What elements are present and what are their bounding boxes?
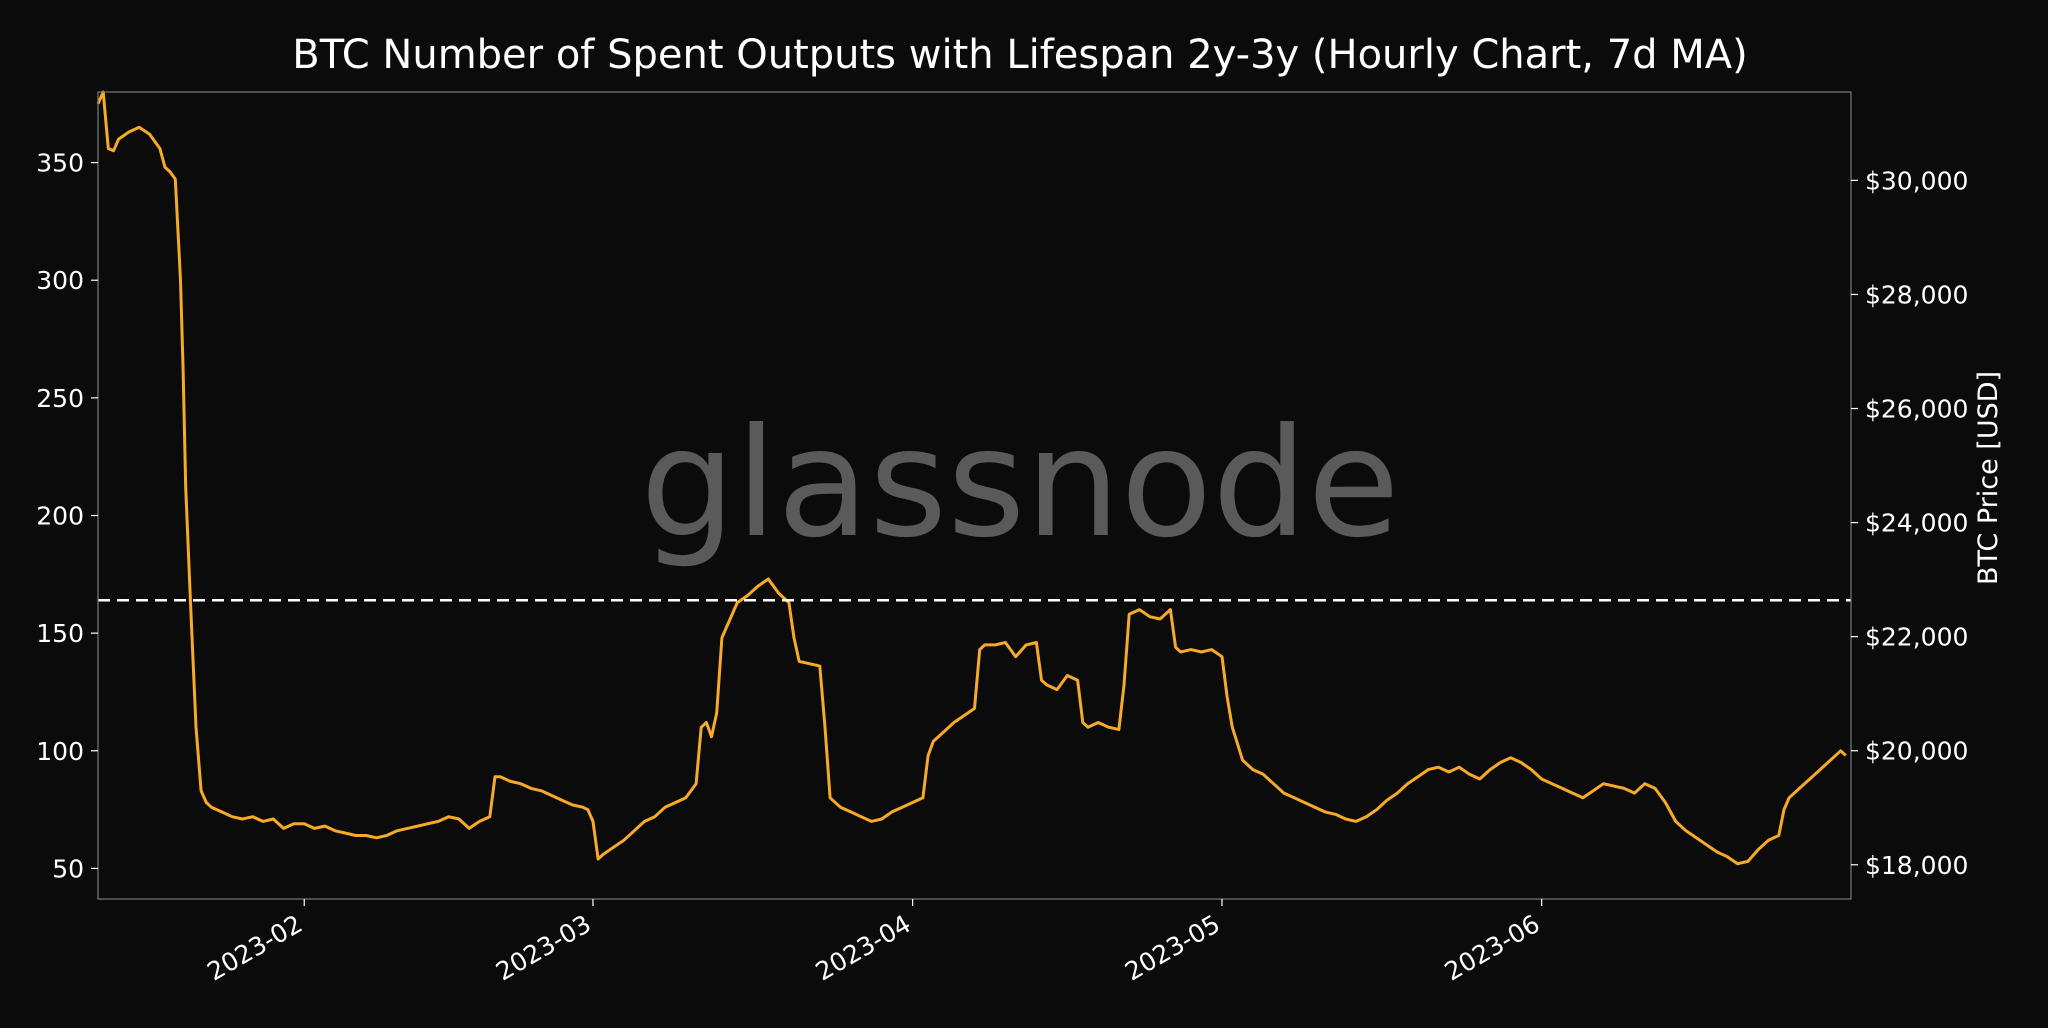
left-tick-label: 150	[36, 619, 84, 648]
series-line-0	[96, 90, 1847, 866]
chart-title: BTC Number of Spent Outputs with Lifespa…	[292, 32, 1748, 78]
right-tick-label: $20,000	[1865, 737, 1968, 766]
plot-frame	[97, 91, 1852, 900]
watermark-logo: glassnode	[640, 397, 1399, 571]
right-tick-label: $30,000	[1865, 166, 1968, 195]
left-tick-label: 200	[36, 501, 84, 530]
left-tick-label: 350	[36, 149, 84, 178]
right-tick-label: $24,000	[1865, 509, 1968, 538]
right-tick-label: $26,000	[1865, 395, 1968, 424]
spent-outputs-series	[96, 90, 1847, 866]
right-axis-label: BTC Price [USD]	[1973, 371, 2004, 585]
right-tick-label: $28,000	[1865, 280, 1968, 309]
left-tick-label: 250	[36, 384, 84, 413]
left-tick-label: 50	[52, 854, 84, 883]
left-tick-label: 300	[36, 266, 84, 295]
right-axis: $18,000 $20,000 $22,000 $24,000 $26,000 $28,0…	[1851, 166, 1968, 880]
right-tick-label: $22,000	[1865, 623, 1968, 652]
left-axis: 50 100 150 200 250 300 350	[36, 149, 98, 883]
right-tick-label: $18,000	[1865, 851, 1968, 880]
left-tick-label: 100	[36, 737, 84, 766]
